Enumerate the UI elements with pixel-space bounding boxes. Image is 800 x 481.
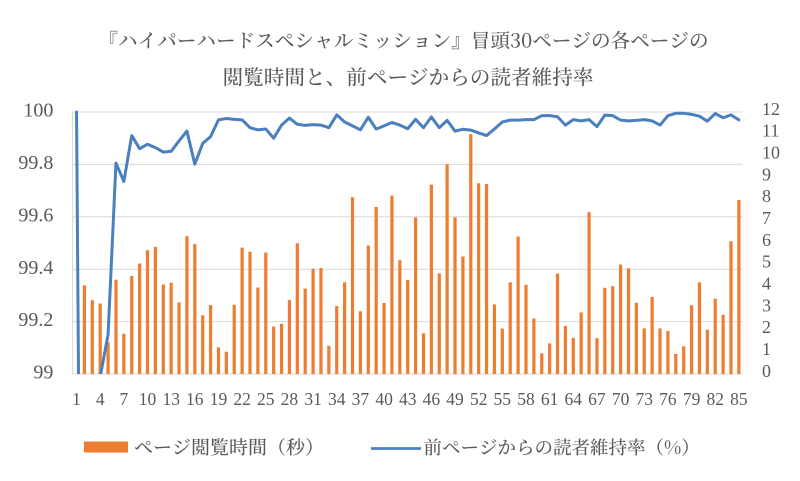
svg-text:7: 7 — [120, 389, 129, 409]
svg-text:6: 6 — [762, 230, 771, 250]
svg-text:4: 4 — [96, 389, 105, 409]
svg-text:10: 10 — [762, 143, 780, 163]
svg-text:73: 73 — [636, 389, 654, 409]
svg-text:79: 79 — [683, 389, 701, 409]
svg-text:58: 58 — [517, 389, 535, 409]
svg-text:37: 37 — [352, 389, 370, 409]
svg-text:46: 46 — [423, 389, 441, 409]
svg-text:100: 100 — [23, 100, 53, 122]
svg-text:28: 28 — [281, 389, 299, 409]
svg-text:9: 9 — [762, 164, 771, 184]
svg-text:2: 2 — [762, 317, 771, 337]
svg-text:70: 70 — [612, 389, 630, 409]
svg-text:19: 19 — [210, 389, 228, 409]
svg-text:13: 13 — [162, 389, 180, 409]
svg-text:82: 82 — [706, 389, 724, 409]
svg-text:10: 10 — [139, 389, 157, 409]
svg-text:55: 55 — [494, 389, 512, 409]
svg-text:49: 49 — [446, 389, 464, 409]
svg-text:34: 34 — [328, 389, 346, 409]
svg-text:5: 5 — [762, 252, 771, 272]
svg-text:3: 3 — [762, 295, 771, 315]
svg-text:4: 4 — [762, 274, 771, 294]
svg-text:25: 25 — [257, 389, 275, 409]
svg-text:12: 12 — [762, 99, 780, 119]
svg-text:99.8: 99.8 — [18, 152, 53, 174]
svg-text:31: 31 — [304, 389, 322, 409]
svg-text:43: 43 — [399, 389, 417, 409]
svg-text:1: 1 — [72, 389, 81, 409]
svg-text:99.4: 99.4 — [18, 257, 53, 279]
svg-text:76: 76 — [659, 389, 677, 409]
svg-text:99: 99 — [33, 362, 53, 384]
svg-text:7: 7 — [762, 208, 771, 228]
svg-text:0: 0 — [762, 361, 771, 381]
svg-text:11: 11 — [762, 121, 779, 141]
svg-text:16: 16 — [186, 389, 204, 409]
svg-text:40: 40 — [375, 389, 393, 409]
svg-text:22: 22 — [233, 389, 251, 409]
svg-text:64: 64 — [565, 389, 583, 409]
svg-text:99.6: 99.6 — [18, 204, 53, 226]
svg-text:1: 1 — [762, 339, 771, 359]
svg-text:61: 61 — [541, 389, 559, 409]
svg-text:52: 52 — [470, 389, 488, 409]
svg-text:99.2: 99.2 — [18, 309, 53, 331]
svg-text:67: 67 — [588, 389, 606, 409]
svg-text:85: 85 — [730, 389, 748, 409]
svg-text:8: 8 — [762, 186, 771, 206]
